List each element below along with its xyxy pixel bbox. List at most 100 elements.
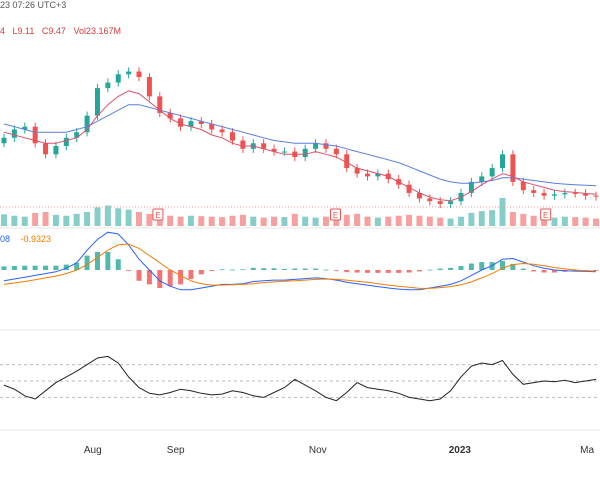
volume-bar <box>187 215 194 226</box>
earnings-marker-label: E <box>543 211 548 220</box>
volume-bar <box>302 216 309 226</box>
macd-histogram-bar <box>520 268 526 270</box>
volume-bar <box>115 208 122 226</box>
candle-body <box>323 143 329 149</box>
earnings-marker-box <box>330 208 342 221</box>
earnings-marker-label: E <box>333 211 338 220</box>
volume-bar <box>478 211 485 226</box>
volume-bar <box>229 215 236 226</box>
macd-histogram-bar <box>63 264 69 270</box>
macd-histogram-bar <box>157 270 163 288</box>
volume-bar <box>437 217 444 226</box>
volume-bar <box>572 217 579 226</box>
volume-bar <box>219 217 226 226</box>
candle-body <box>562 192 568 195</box>
candle-body <box>11 129 17 138</box>
x-axis-tick-label: Aug <box>84 445 102 456</box>
candle-body <box>365 173 371 177</box>
macd-histogram-bar <box>126 270 132 271</box>
macd-histogram-bar <box>229 269 235 271</box>
candle-body <box>105 82 111 89</box>
candle-body <box>53 146 59 155</box>
volume-bar <box>136 212 143 226</box>
volume-bar <box>21 216 28 226</box>
macd-histogram-bar <box>479 262 485 270</box>
volume-bar <box>593 218 599 226</box>
volume-bar <box>541 216 548 226</box>
macd-histogram-bar <box>344 270 350 273</box>
candle-body <box>219 129 225 133</box>
macd-histogram-bar <box>323 269 329 271</box>
volume-bar <box>457 216 464 226</box>
volume-bar <box>354 213 361 226</box>
macd-value: 08 <box>0 234 11 244</box>
macd-histogram-bar <box>281 268 287 270</box>
volume-bar <box>343 214 350 226</box>
low-value: L9.11 <box>12 26 35 36</box>
candle-body <box>74 132 80 138</box>
macd-histogram-bar <box>94 252 100 270</box>
volume-bar <box>385 216 392 226</box>
volume-bar <box>468 212 475 226</box>
volume-bar <box>499 198 506 226</box>
candle-body <box>541 192 547 196</box>
candle-body <box>209 123 215 130</box>
macd-histogram-bar <box>396 270 402 273</box>
macd-histogram-bar <box>406 270 412 273</box>
candle-body <box>32 126 38 144</box>
macd-histogram-bar <box>105 252 111 270</box>
volume-value: Vol23.167M <box>73 26 121 36</box>
candle-body <box>229 132 235 141</box>
volume-bar <box>11 215 18 226</box>
macd-histogram-bar <box>22 265 28 270</box>
ohlc-legend: 4 L9.11 C9.47 Vol23.167M <box>0 26 126 36</box>
macd-histogram-bar <box>541 270 547 273</box>
volume-bar <box>32 212 39 226</box>
macd-histogram-bar <box>458 266 464 270</box>
earnings-marker-box <box>152 208 164 221</box>
volume-bar <box>146 213 153 226</box>
macd-legend: 08 -0.9323 <box>0 234 51 244</box>
macd-histogram-bar <box>74 262 80 270</box>
volume-bar <box>291 213 298 226</box>
candle-body <box>271 148 277 152</box>
candle-body <box>167 112 173 119</box>
volume-bar <box>322 216 329 226</box>
volume-bar <box>198 216 205 226</box>
volume-bar <box>551 217 558 226</box>
macd-histogram-bar <box>354 270 360 273</box>
volume-bar <box>250 216 257 226</box>
macd-histogram-bar <box>219 269 225 271</box>
candle-body <box>406 184 412 193</box>
volume-bar <box>582 217 589 226</box>
macd-histogram-bar <box>572 270 578 272</box>
macd-histogram-bar <box>292 268 298 270</box>
macd-histogram-bar <box>437 268 443 270</box>
macd-histogram-bar <box>510 263 516 270</box>
volume-bar <box>447 218 454 226</box>
macd-histogram-bar <box>302 268 308 270</box>
candle-body <box>333 148 339 155</box>
macd-histogram-bar <box>136 270 142 281</box>
macd-histogram-bar <box>250 267 256 270</box>
earnings-marker-label: E <box>155 211 160 220</box>
candle-body <box>593 195 599 197</box>
x-axis-tick-label: Sep <box>167 445 185 456</box>
candle-body <box>63 137 69 147</box>
candle-body <box>240 140 246 149</box>
candle-body <box>344 154 350 169</box>
volume-bar <box>364 216 371 226</box>
candle-body <box>198 121 204 124</box>
volume-bar <box>208 216 215 226</box>
macd-histogram-bar <box>551 270 557 273</box>
macd-histogram-bar <box>198 270 204 275</box>
candle-body <box>479 176 485 182</box>
x-axis-tick-label: Ma <box>580 445 594 456</box>
volume-bar <box>84 212 91 226</box>
candle-body <box>448 201 454 204</box>
candle-body <box>188 121 194 127</box>
volume-bar <box>561 216 568 226</box>
candle-body <box>302 148 308 158</box>
candle-body <box>572 192 578 194</box>
